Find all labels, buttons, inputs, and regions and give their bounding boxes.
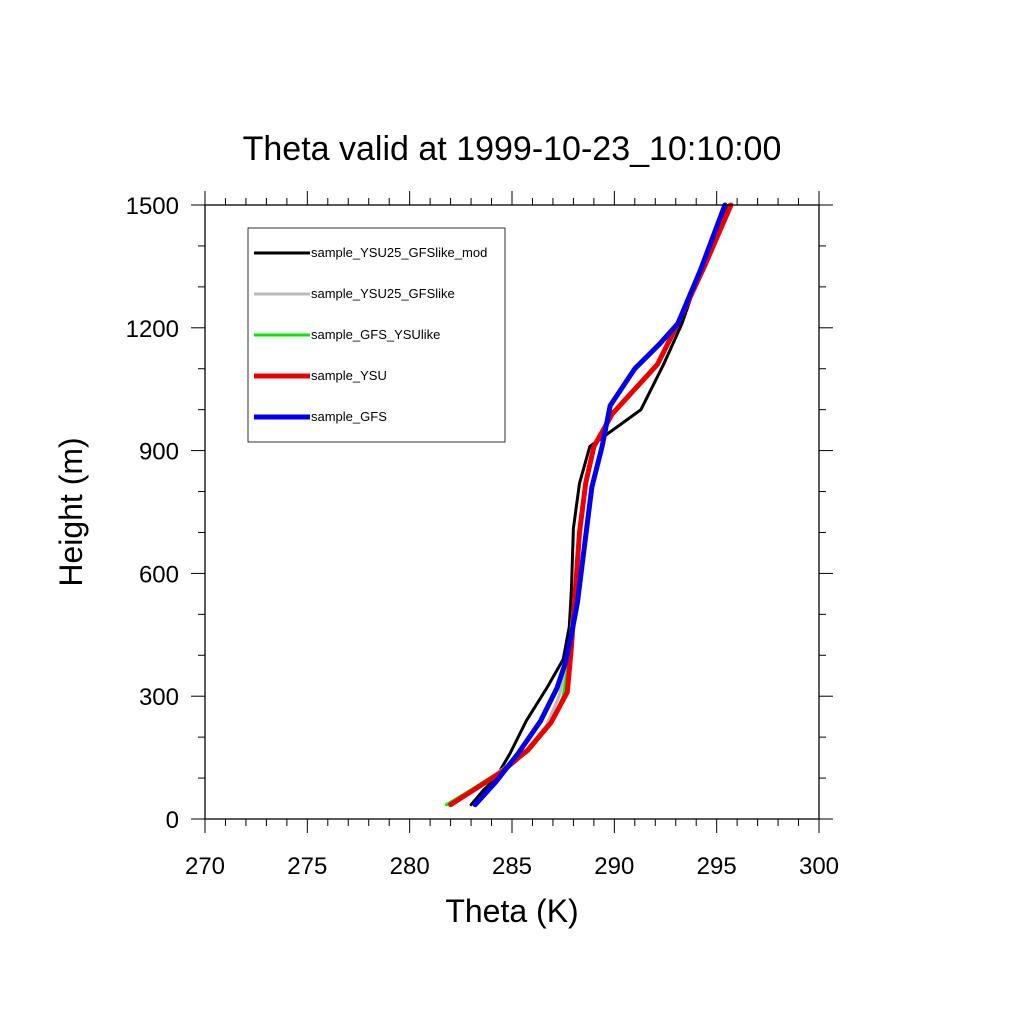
plot-lines (445, 202, 734, 808)
y-tick-label: 1500 (126, 193, 179, 220)
legend-label: sample_YSU25_GFSlike (311, 286, 455, 301)
legend-label: sample_GFS (311, 409, 387, 424)
legend-label: sample_GFS_YSUlike (311, 327, 440, 342)
x-tick-label: 295 (697, 853, 737, 880)
y-tick-label: 0 (166, 807, 179, 834)
series-line-sample_YSU25_GFSlike (451, 604, 575, 807)
x-tick-label: 285 (492, 853, 532, 880)
plot-frame (204, 204, 820, 820)
series-line-sample_YSU (448, 202, 734, 808)
y-tick-label: 1200 (126, 316, 179, 343)
y-tick-label: 300 (139, 684, 179, 711)
y-tick-label: 900 (139, 439, 179, 466)
y-tick-label: 600 (139, 561, 179, 588)
legend-label: sample_YSU (311, 368, 387, 383)
chart-title: Theta valid at 1999-10-23_10:10:00 (243, 130, 782, 168)
x-tick-label: 275 (287, 853, 327, 880)
axis-ticks (191, 191, 833, 833)
legend: sample_YSU25_GFSlike_mod sample_YSU25_GFS… (247, 227, 506, 443)
tick-labels: 270 275 280 285 290 295 300 0 300 600 900 1200 1500 (126, 193, 839, 880)
series-line-sample_YSU25_GFSlike_mod (469, 203, 731, 807)
x-tick-label: 300 (799, 853, 839, 880)
legend-label: sample_YSU25_GFSlike_mod (311, 245, 487, 260)
x-tick-label: 290 (594, 853, 634, 880)
x-tick-label: 270 (185, 853, 225, 880)
series-line-sample_GFS (472, 202, 728, 808)
x-tick-label: 280 (390, 853, 430, 880)
x-axis-label: Theta (K) (445, 893, 578, 929)
y-axis-label: Height (m) (53, 437, 89, 586)
